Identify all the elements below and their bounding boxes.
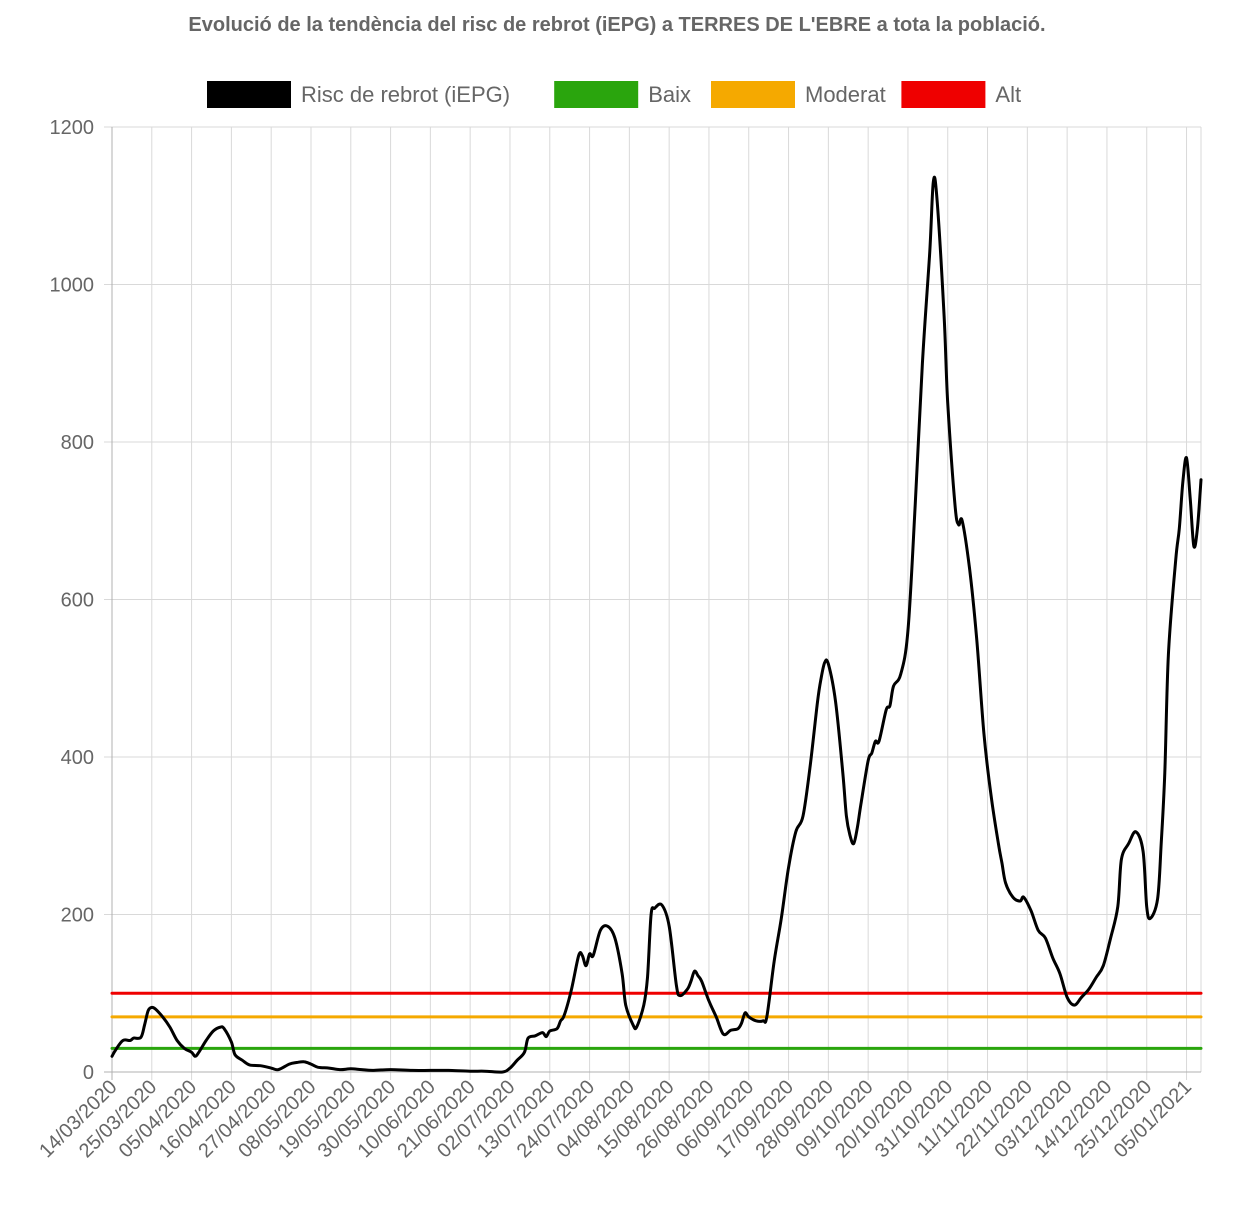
- y-tick-label: 800: [61, 432, 94, 454]
- legend-label-risc-de-rebrot-iepg: Risc de rebrot (iEPG): [301, 82, 510, 107]
- y-tick-label: 600: [61, 590, 94, 612]
- y-tick-label: 1200: [50, 117, 95, 139]
- y-tick-label: 200: [61, 905, 94, 927]
- axes: 02004006008001000120014/03/202025/03/202…: [35, 117, 1201, 1162]
- chart-title: Evolució de la tendència del risc de reb…: [188, 14, 1046, 36]
- legend-swatch-risc-de-rebrot-iepg: [207, 81, 291, 108]
- y-tick-label: 0: [83, 1062, 94, 1084]
- legend-swatch-moderat: [711, 81, 795, 108]
- legend-label-moderat: Moderat: [805, 82, 886, 107]
- series: [110, 175, 1203, 1074]
- y-tick-label: 1000: [50, 275, 95, 297]
- series-line-risc-de-rebrot-iepg: [110, 175, 1203, 1074]
- legend: Risc de rebrot (iEPG) Baix Moderat Alt: [207, 81, 1021, 108]
- y-tick-label: 400: [61, 747, 94, 769]
- legend-swatch-alt: [901, 81, 986, 108]
- legend-swatch-baix: [554, 81, 639, 108]
- legend-label-alt: Alt: [995, 82, 1021, 107]
- grid: [104, 126, 1202, 1080]
- legend-label-baix: Baix: [648, 82, 691, 107]
